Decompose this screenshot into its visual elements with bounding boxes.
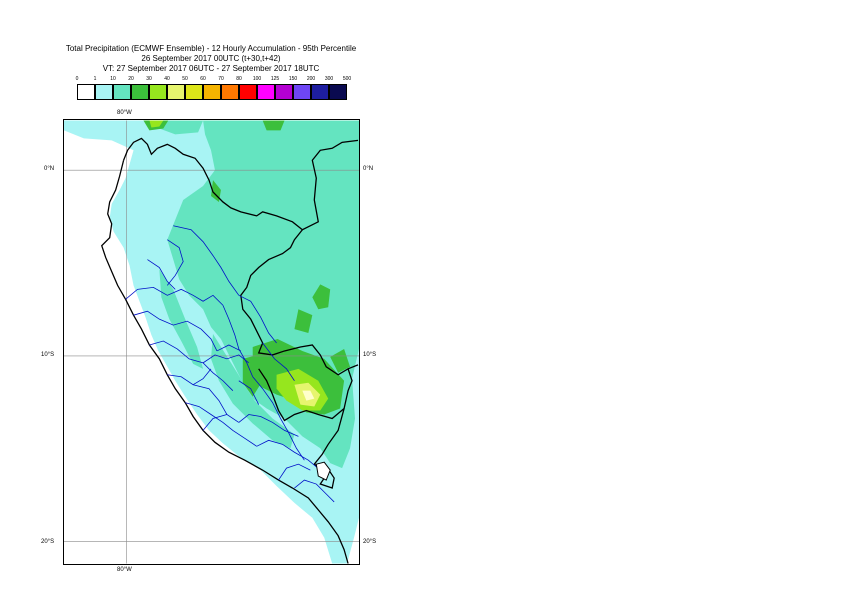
legend-tick-label: 60: [200, 76, 206, 82]
lat-label-0-right: 0°N: [363, 166, 374, 172]
map-title: Total Precipitation (ECMWF Ensemble) - 1…: [65, 44, 357, 53]
legend-tick-label: 20: [128, 76, 134, 82]
lat-label-10-right: 10°S: [363, 352, 377, 358]
lat-label-20-left: 20°S: [41, 539, 55, 545]
precipitation-map: [63, 119, 360, 565]
legend-tick-label: 500: [342, 76, 352, 82]
legend-swatch-2: [113, 84, 131, 100]
legend-tick-label: 300: [324, 76, 334, 82]
legend-swatch-3: [131, 84, 149, 100]
legend-swatch-13: [311, 84, 329, 100]
lat-label-20-right: 20°S: [363, 539, 377, 545]
legend-tick-label: 200: [306, 76, 316, 82]
map-base-time: 26 September 2017 00UTC (t+30,t+42): [141, 54, 281, 63]
legend-swatch-6: [185, 84, 203, 100]
legend-tick-label: 150: [288, 76, 298, 82]
lon-label-bottom: 80°W: [117, 567, 132, 573]
lat-label-0-left: 0°N: [44, 166, 55, 172]
legend-tick-label: 10: [110, 76, 116, 82]
legend-tick-label: 80: [236, 76, 242, 82]
legend-swatch-8: [221, 84, 239, 100]
legend-tick-label: 40: [164, 76, 170, 82]
legend-swatch-14: [329, 84, 347, 100]
regional-boundaries: [125, 225, 335, 503]
legend-swatch-4: [149, 84, 167, 100]
map-valid-time: VT: 27 September 2017 06UTC - 27 Septemb…: [102, 64, 320, 73]
legend-swatch-9: [239, 84, 257, 100]
legend-swatch-11: [275, 84, 293, 100]
legend-tick-label: 100: [252, 76, 262, 82]
legend-swatch-5: [167, 84, 185, 100]
legend-tick-label: 70: [218, 76, 224, 82]
legend-tick-label: 30: [146, 76, 152, 82]
legend-swatch-7: [203, 84, 221, 100]
legend-swatch-12: [293, 84, 311, 100]
legend-tick-label: 0: [75, 76, 79, 82]
legend-tick-label: 1: [93, 76, 97, 82]
graticule: [64, 120, 359, 564]
legend-swatch-10: [257, 84, 275, 100]
legend-tick-label: 50: [182, 76, 188, 82]
legend-swatch-1: [95, 84, 113, 100]
legend-swatch-0: [77, 84, 95, 100]
lat-label-10-left: 10°S: [41, 352, 55, 358]
legend-tick-label: 125: [270, 76, 280, 82]
lon-label-top: 80°W: [117, 110, 132, 116]
